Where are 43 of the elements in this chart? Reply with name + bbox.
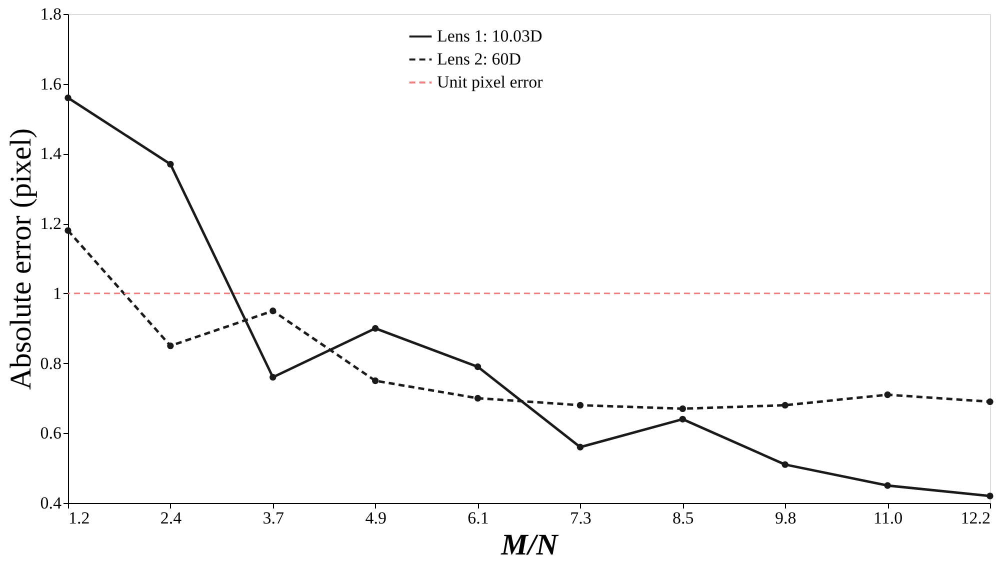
y-tick-label: 1.4 — [40, 144, 62, 164]
point — [782, 461, 788, 468]
y-tick-label: 1.2 — [40, 214, 62, 234]
y-tick-label: 1.6 — [40, 74, 62, 94]
x-tick-label: 11.0 — [873, 508, 903, 528]
point — [167, 160, 174, 168]
x-tick-label: 1.2 — [68, 508, 90, 528]
y-tick-label: 0.8 — [40, 354, 62, 373]
point — [64, 94, 72, 102]
point — [576, 402, 584, 409]
y-tick-label: 1 — [53, 284, 62, 303]
y-tick-label: 0.4 — [40, 494, 62, 512]
point — [679, 405, 686, 412]
x-tick-label: 7.3 — [570, 508, 592, 528]
legend-label: Unit pixel error — [437, 72, 544, 92]
point — [372, 377, 379, 384]
point — [372, 325, 379, 332]
point — [270, 374, 276, 381]
point — [270, 308, 276, 314]
point — [474, 394, 482, 402]
point — [884, 391, 891, 398]
x-tick-label: 4.9 — [365, 508, 386, 528]
legend-label: Lens 1: 10.03D — [437, 26, 542, 46]
x-tick-label: 12.2 — [960, 508, 990, 528]
point — [64, 227, 72, 234]
legend-label: Lens 2: 60D — [437, 50, 522, 68]
x-tick-label: 9.8 — [774, 508, 796, 528]
point — [576, 444, 584, 450]
x-tick-label: 8.5 — [672, 508, 694, 528]
y-axis-title: Absolute error (pixel) — [4, 128, 38, 390]
y-tick-label: 1.8 — [40, 4, 62, 24]
x-axis-title: M/N — [500, 528, 560, 562]
x-tick-label: 6.1 — [468, 508, 489, 528]
x-tick-label: 2.4 — [160, 508, 182, 528]
point — [167, 342, 174, 350]
point — [986, 398, 994, 406]
point — [679, 416, 686, 423]
point — [782, 402, 788, 409]
point — [884, 482, 891, 489]
point — [474, 363, 482, 370]
y-tick-label: 0.6 — [40, 424, 62, 443]
x-tick-label: 3.7 — [262, 508, 285, 528]
point — [986, 492, 994, 500]
